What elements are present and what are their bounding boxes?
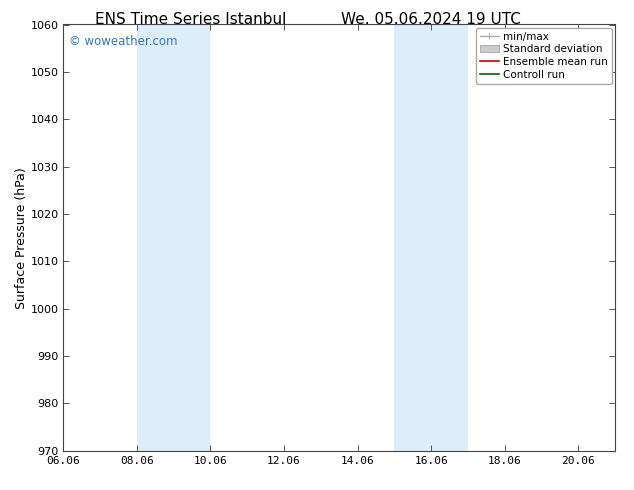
Legend: min/max, Standard deviation, Ensemble mean run, Controll run: min/max, Standard deviation, Ensemble me… [476,27,612,84]
Text: ENS Time Series Istanbul: ENS Time Series Istanbul [94,12,286,27]
Y-axis label: Surface Pressure (hPa): Surface Pressure (hPa) [15,167,28,309]
Text: © woweather.com: © woweather.com [69,35,178,48]
Text: We. 05.06.2024 19 UTC: We. 05.06.2024 19 UTC [341,12,521,27]
Bar [137,24,210,451]
Bar [394,24,468,451]
